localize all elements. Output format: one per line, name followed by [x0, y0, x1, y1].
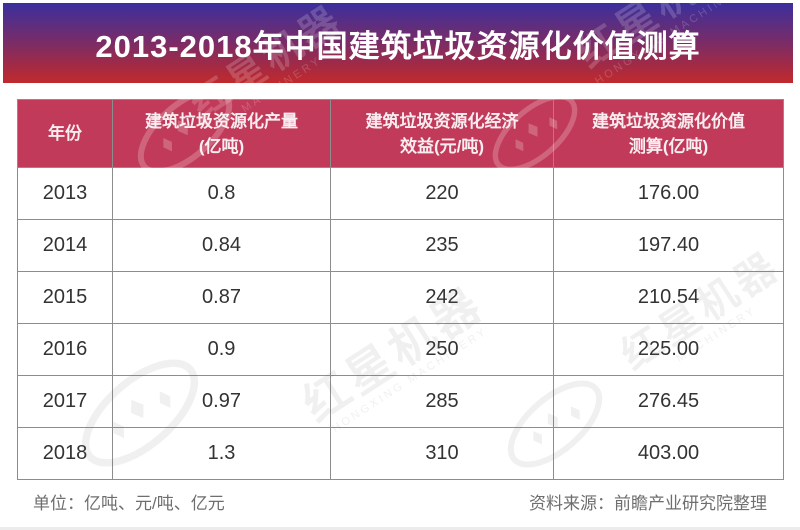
- cell-year: 2018: [17, 427, 113, 480]
- header-text: 建筑垃圾资源化经济: [365, 111, 519, 131]
- cell-benefit: 310: [330, 427, 554, 480]
- page-title: 2013-2018年中国建筑垃圾资源化价值测算: [95, 28, 701, 64]
- cell-year: 2015: [17, 271, 113, 324]
- cell-output: 0.9: [112, 323, 331, 376]
- col-header-year: 年份: [17, 99, 113, 168]
- cell-benefit: 235: [330, 219, 554, 272]
- table-row: 2018 1.3 310 403.00: [17, 427, 784, 480]
- col-header-benefit: 建筑垃圾资源化经济 效益(元/吨): [330, 99, 554, 168]
- table-row: 2015 0.87 242 210.54: [17, 271, 784, 324]
- cell-output: 1.3: [112, 427, 331, 480]
- cell-value: 276.45: [553, 375, 784, 428]
- cell-output: 0.97: [112, 375, 331, 428]
- table-row: 2013 0.8 220 176.00: [17, 167, 784, 220]
- col-header-output: 建筑垃圾资源化产量 (亿吨): [112, 99, 331, 168]
- cell-year: 2017: [17, 375, 113, 428]
- table-row: 2017 0.97 285 276.45: [17, 375, 784, 428]
- header-text: 效益(元/吨): [399, 136, 485, 156]
- cell-output: 0.8: [112, 167, 331, 220]
- unit-note: 单位：亿吨、元/吨、亿元: [33, 494, 225, 513]
- table-container: 年份 建筑垃圾资源化产量 (亿吨) 建筑垃圾资源化经济 效益(元/吨) 建筑垃圾…: [17, 99, 784, 480]
- bottom-edge: [0, 527, 800, 530]
- header-row: 年份 建筑垃圾资源化产量 (亿吨) 建筑垃圾资源化经济 效益(元/吨) 建筑垃圾…: [17, 99, 784, 168]
- cell-output: 0.87: [112, 271, 331, 324]
- cell-benefit: 250: [330, 323, 554, 376]
- header-text: 建筑垃圾资源化价值: [592, 111, 745, 131]
- cell-benefit: 242: [330, 271, 554, 324]
- cell-value: 176.00: [553, 167, 784, 220]
- cell-year: 2014: [17, 219, 113, 272]
- header-text: 建筑垃圾资源化产量: [145, 111, 298, 131]
- cell-year: 2016: [17, 323, 113, 376]
- data-table: 年份 建筑垃圾资源化产量 (亿吨) 建筑垃圾资源化经济 效益(元/吨) 建筑垃圾…: [17, 99, 784, 480]
- cell-benefit: 220: [330, 167, 554, 220]
- header-text: 年份: [48, 124, 82, 143]
- cell-output: 0.84: [112, 219, 331, 272]
- cell-benefit: 285: [330, 375, 554, 428]
- cell-value: 225.00: [553, 323, 784, 376]
- col-header-value: 建筑垃圾资源化价值 测算(亿吨): [553, 99, 784, 168]
- header-text: (亿吨): [198, 136, 245, 156]
- cell-year: 2013: [17, 167, 113, 220]
- header-text: 测算(亿吨): [628, 136, 709, 156]
- cell-value: 210.54: [553, 271, 784, 324]
- cell-value: 197.40: [553, 219, 784, 272]
- title-banner: 2013-2018年中国建筑垃圾资源化价值测算: [3, 3, 793, 83]
- source-note: 资料来源：前瞻产业研究院整理: [529, 494, 767, 513]
- table-row: 2016 0.9 250 225.00: [17, 323, 784, 376]
- cell-value: 403.00: [553, 427, 784, 480]
- table-row: 2014 0.84 235 197.40: [17, 219, 784, 272]
